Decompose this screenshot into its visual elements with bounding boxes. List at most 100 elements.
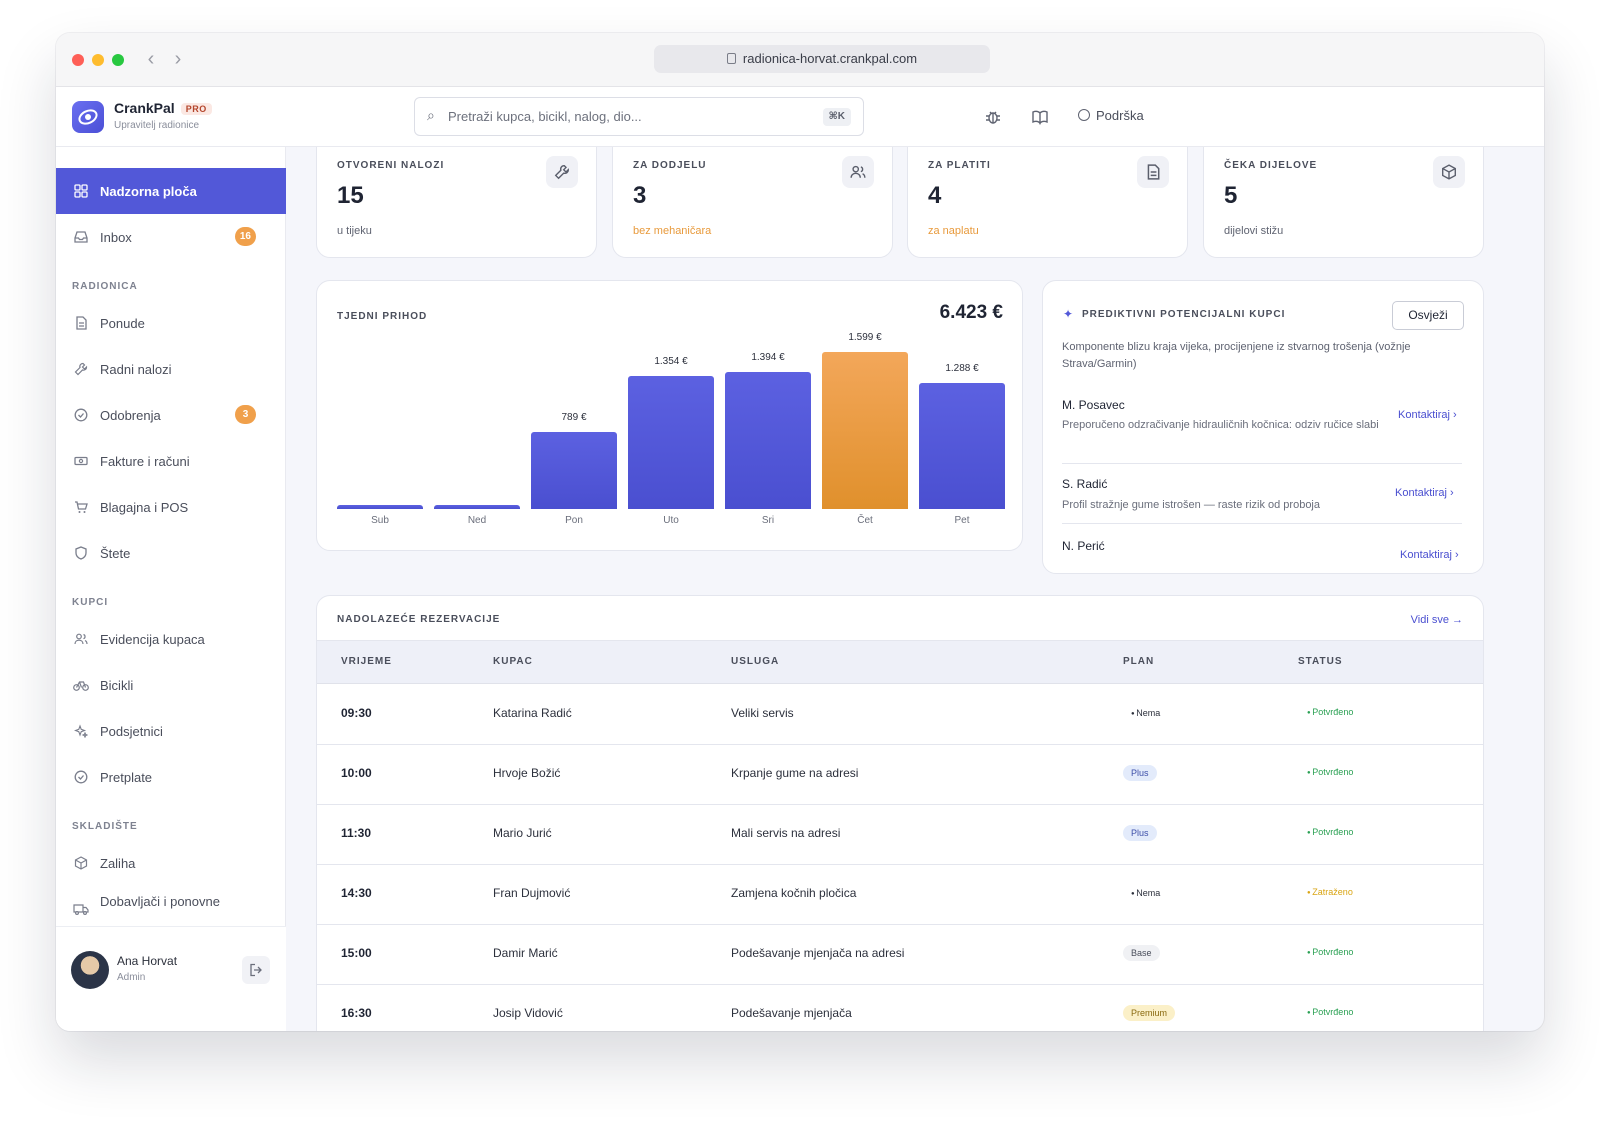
cell-customer: Josip Vidović: [493, 1006, 563, 1020]
revenue-bar[interactable]: [919, 383, 1005, 509]
stat-value: 4: [928, 182, 942, 209]
sidebar-item-label: Pretplate: [100, 769, 153, 785]
cell-service: Veliki servis: [731, 706, 794, 720]
stat-subtitle: za naplatu: [928, 225, 979, 237]
contact-lead-button[interactable]: Kontaktiraj ›: [1395, 487, 1454, 499]
sidebar-item-inbox[interactable]: Inbox 16: [56, 214, 286, 260]
status-dot-icon: ●: [1307, 950, 1313, 956]
inbox-count-badge: 16: [234, 227, 256, 246]
see-all-link[interactable]: Vidi sve →: [1410, 614, 1463, 626]
revenue-title: TJEDNI PRIHOD: [337, 311, 428, 322]
stat-card-open-orders[interactable]: OTVORENI NALOZI 15 u tijeku: [316, 147, 597, 258]
stat-card-to-pay[interactable]: ZA PLATITI 4 za naplatu: [907, 147, 1188, 258]
status-badge: ● Potvrđeno: [1307, 1007, 1353, 1017]
banknote-icon: [73, 453, 89, 469]
revenue-bar[interactable]: [822, 352, 908, 509]
forward-arrow-icon[interactable]: ›: [174, 48, 182, 70]
cell-customer: Katarina Radić: [493, 706, 572, 720]
minimize-window-button[interactable]: [92, 54, 104, 66]
column-header[interactable]: STATUS: [1298, 656, 1343, 667]
sidebar-item-suppliers[interactable]: Dobavljači i ponovne: [56, 886, 286, 926]
pro-badge: PRO: [180, 103, 212, 115]
table-row[interactable]: 15:00 Damir Marić Podešavanje mjenjača na …: [317, 925, 1483, 985]
cart-icon: [73, 499, 89, 515]
book-icon[interactable]: [1031, 108, 1049, 126]
table-row[interactable]: 14:30 Fran Dujmović Zamjena kočnih pločica…: [317, 865, 1483, 925]
sparkle-icon: ✦: [1063, 307, 1074, 321]
sidebar-item-label: Fakture i računi: [100, 453, 190, 469]
bar-day-label: Ned: [467, 515, 487, 526]
brand-subtitle: Upravitelj radionice: [114, 120, 200, 131]
crankpal-logo[interactable]: [72, 101, 104, 133]
global-search[interactable]: ⌕ Pretraži kupca, bicikl, nalog, dio... …: [414, 97, 864, 136]
search-input[interactable]: Pretraži kupca, bicikl, nalog, dio...: [448, 109, 642, 124]
avatar[interactable]: [71, 951, 109, 989]
sidebar-item-dashboard[interactable]: Nadzorna ploča: [56, 168, 286, 214]
approvals-count-badge: 3: [235, 405, 256, 424]
lead-text: Profil stražnje gume istrošen — raste ri…: [1062, 499, 1320, 511]
back-arrow-icon[interactable]: ‹: [147, 48, 155, 70]
predictive-title: PREDIKTIVNI POTENCIJALNI KUPCI: [1082, 309, 1286, 320]
stat-label: OTVORENI NALOZI: [337, 160, 445, 171]
column-header[interactable]: VRIJEME: [341, 656, 392, 667]
cell-service: Mali servis na adresi: [731, 826, 841, 840]
status-label: Potvrđeno: [1312, 827, 1354, 837]
sidebar-item-approvals[interactable]: Odobrenja 3: [56, 392, 286, 438]
sidebar-item-reminders[interactable]: Podsjetnici: [56, 708, 286, 754]
brand-text: CrankPal: [114, 100, 175, 116]
table-row[interactable]: 11:30 Mario Jurić Mali servis na adresi Plu…: [317, 805, 1483, 865]
table-row[interactable]: 09:30 Katarina Radić Veliki servis ● Nema ● …: [317, 685, 1483, 745]
bug-icon[interactable]: [984, 108, 1002, 126]
sidebar-item-bicycles[interactable]: Bicikli: [56, 662, 286, 708]
bar-value-label: 1.599 €: [848, 332, 882, 343]
sidebar-item-invoices[interactable]: Fakture i računi: [56, 438, 286, 484]
search-shortcut: ⌘K: [822, 108, 851, 126]
cell-time: 10:00: [341, 766, 372, 780]
sidebar-item-work-orders[interactable]: Radni nalozi: [56, 346, 286, 392]
maximize-window-button[interactable]: [112, 54, 124, 66]
contact-lead-button[interactable]: Kontaktiraj ›: [1398, 409, 1457, 421]
sidebar-item-pos[interactable]: Blagajna i POS: [56, 484, 286, 530]
stat-card-waiting-parts[interactable]: ČEKA DIJELOVE 5 dijelovi stižu: [1203, 147, 1484, 258]
lead-text: Preporučeno odzračivanje hidrauličnih ko…: [1062, 419, 1379, 431]
plan-label: Base: [1131, 948, 1152, 958]
sidebar-item-subscriptions[interactable]: Pretplate: [56, 754, 286, 800]
sidebar-item-customers[interactable]: Evidencija kupaca: [56, 616, 286, 662]
revenue-bar[interactable]: [725, 372, 811, 509]
status-label: Potvrđeno: [1312, 707, 1354, 717]
plan-label: Nema: [1136, 888, 1161, 898]
refresh-button[interactable]: Osvježi: [1392, 301, 1464, 330]
sidebar-item-damages[interactable]: Štete: [56, 530, 286, 576]
revenue-bar[interactable]: [628, 376, 714, 509]
close-window-button[interactable]: [72, 54, 84, 66]
user-panel: Ana Horvat Admin: [56, 926, 286, 1031]
revenue-bar[interactable]: [337, 505, 423, 509]
check-circle-icon: [73, 769, 89, 785]
support-link[interactable]: Podrška: [1078, 108, 1144, 123]
contact-lead-button[interactable]: Kontaktiraj ›: [1400, 549, 1459, 561]
cell-service: Podešavanje mjenjača: [731, 1006, 852, 1020]
column-header[interactable]: KUPAC: [493, 656, 533, 667]
column-header[interactable]: USLUGA: [731, 656, 780, 667]
table-row[interactable]: 16:30 Josip Vidović Podešavanje mjenjača Pr…: [317, 985, 1483, 1031]
revenue-bar[interactable]: [531, 432, 617, 509]
stat-card-to-assign[interactable]: ZA DODJELU 3 bez mehaničara: [612, 147, 893, 258]
status-label: Potvrđeno: [1312, 947, 1354, 957]
table-row[interactable]: 10:00 Hrvoje Božić Krpanje gume na adresi P…: [317, 745, 1483, 805]
logout-button[interactable]: [242, 956, 270, 984]
sidebar-item-quotes[interactable]: Ponude: [56, 300, 286, 346]
status-badge: ● Potvrđeno: [1307, 767, 1353, 777]
stat-label: ZA PLATITI: [928, 160, 991, 171]
box-icon: [1433, 156, 1465, 188]
status-badge: ● Potvrđeno: [1307, 707, 1353, 717]
status-dot-icon: ●: [1307, 830, 1313, 836]
cell-service: Zamjena kočnih pločica: [731, 886, 857, 900]
sidebar-section-title: KUPCI: [72, 597, 109, 608]
support-label: Podrška: [1096, 108, 1144, 123]
address-bar[interactable]: radionica-horvat.crankpal.com: [654, 45, 990, 73]
stat-subtitle: dijelovi stižu: [1224, 225, 1284, 237]
sidebar-item-stock[interactable]: Zaliha: [56, 840, 286, 886]
revenue-bar[interactable]: [434, 505, 520, 509]
sidebar-item-label: Radni nalozi: [100, 361, 172, 377]
column-header[interactable]: PLAN: [1123, 656, 1155, 667]
